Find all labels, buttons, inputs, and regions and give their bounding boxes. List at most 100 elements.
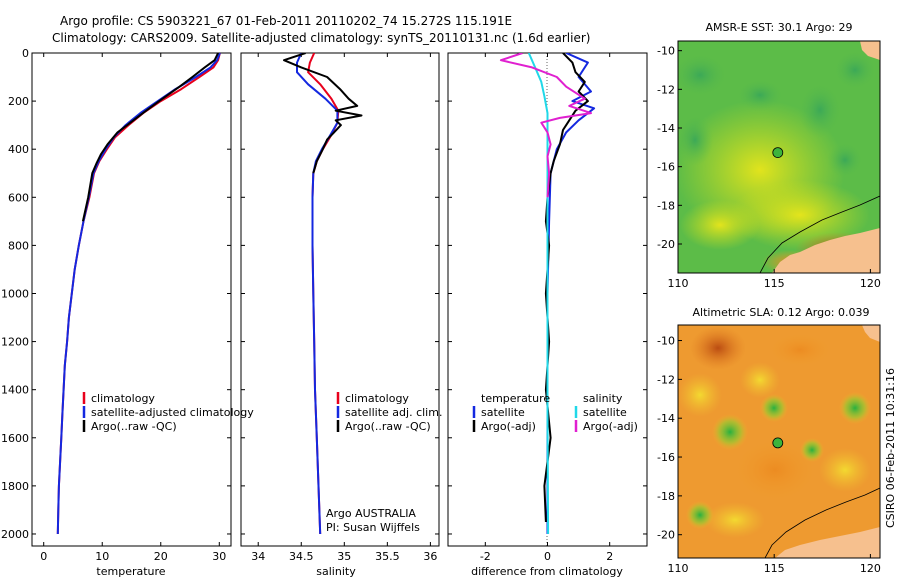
salinity-axes-box (240, 52, 440, 547)
figure-title-line1: Argo profile: CS 5903221_67 01-Feb-2011 … (60, 14, 512, 28)
map-y-tick-label: -14 (657, 122, 675, 135)
sla-map-land (775, 527, 880, 558)
legend-label-argo: Argo(..raw -QC) (345, 420, 431, 433)
series-line-satellite-adjusted-climatology (56, 53, 221, 535)
series-line-climatology (56, 53, 221, 535)
x-tick-label: 35.5 (375, 550, 400, 563)
sst-map-x-ticks: 110 115 120 (668, 269, 881, 290)
x-tick-label: 10 (95, 550, 109, 563)
temperature-y-ticks: 0 200 400 600 800 1000 1200 1400 1600 1800 2000 (1, 47, 231, 541)
map-y-tick-label: -14 (657, 412, 675, 425)
legend-label-temp-argo: Argo(-adj) (481, 420, 536, 433)
y-tick-label: 1800 (1, 480, 29, 493)
temperature-x-ticks: 0 10 20 30 (40, 53, 226, 563)
series-line-argo-raw-qc (283, 53, 363, 174)
legend-label-sal-satellite: satellite (583, 406, 627, 419)
map-y-tick-label: -20 (657, 238, 675, 251)
sst-map-panel: AMSR-E SST: 30.1 Argo: 29 -10-12-14-16-1… (657, 21, 881, 290)
legend-label-satellite: satellite adj. clim. (345, 406, 442, 419)
salinity-lines (283, 53, 363, 535)
sst-map-field (678, 41, 880, 273)
x-tick-label: -2 (480, 550, 491, 563)
temperature-legend: climatology satellite-adjusted climatolo… (82, 392, 254, 433)
sla-argo-marker (772, 437, 784, 449)
y-tick-label: 1000 (1, 287, 29, 300)
sst-map-y-ticks: -10 -12 -14 -16 -18 -20 (657, 45, 682, 251)
sst-map-shelf-contour (759, 195, 880, 273)
x-tick-label: 34 (251, 550, 265, 563)
x-tick-label: 0 (544, 550, 551, 563)
y-tick-label: 0 (22, 47, 29, 60)
difference-xlabel: difference from climatology (471, 565, 623, 578)
difference-x-ticks: -2 0 2 (480, 53, 613, 563)
x-tick-label: 20 (154, 550, 168, 563)
salinity-annotation-line2: PI: Susan Wijffels (326, 521, 420, 534)
sla-map-title: Altimetric SLA: 0.12 Argo: 0.039 (692, 306, 869, 319)
x-tick-label: 36 (423, 550, 437, 563)
map-x-tick-label: 120 (860, 562, 881, 575)
series-line-satellite-adj-clim (296, 53, 339, 535)
sst-map-title: AMSR-E SST: 30.1 Argo: 29 (705, 21, 852, 34)
map-x-tick-label: 115 (764, 277, 785, 290)
map-y-tick-label: -18 (657, 490, 675, 503)
legend-label-climatology: climatology (345, 392, 409, 405)
difference-y-ticks (448, 52, 647, 535)
sst-map-land-northeast (860, 41, 880, 60)
series-line-argo-raw-qc (81, 53, 219, 222)
sla-map-y-ticks: -10 -12 -14 -16 -18 -20 (657, 335, 682, 542)
map-y-tick-label: -12 (657, 373, 675, 386)
sst-map-box (677, 40, 881, 274)
map-y-tick-label: -12 (657, 83, 675, 96)
legend-group-temperature: temperature (481, 392, 550, 405)
y-tick-label: 800 (8, 239, 29, 252)
temperature-axes-box (31, 52, 232, 547)
y-tick-label: 1600 (1, 432, 29, 445)
x-tick-label: 34.5 (289, 550, 314, 563)
map-y-tick-label: -10 (657, 335, 675, 348)
map-y-tick-label: -16 (657, 451, 675, 464)
map-y-tick-label: -10 (657, 45, 675, 58)
sla-map-land-northeast (862, 325, 880, 342)
y-tick-label: 1200 (1, 336, 29, 349)
salinity-y-ticks (241, 52, 439, 535)
map-y-tick-label: -20 (657, 529, 675, 542)
sla-map-box (677, 324, 881, 559)
sst-map-land (772, 228, 880, 273)
temperature-xlabel: temperature (96, 565, 165, 578)
temperature-panel: 0 200 400 600 800 1000 1200 1400 1600 1800 2000 0 1… (1, 47, 254, 578)
sla-map-field (678, 325, 880, 558)
legend-label-temp-satellite: satellite (481, 406, 525, 419)
difference-panel: -2 0 2 difference from climatology tempera… (447, 52, 648, 578)
x-tick-label: 30 (212, 550, 226, 563)
salinity-x-ticks: 34 34.5 35 35.5 36 (251, 53, 437, 563)
sst-argo-marker (772, 147, 784, 159)
y-tick-label: 400 (8, 143, 29, 156)
y-tick-label: 200 (8, 95, 29, 108)
x-tick-label: 2 (606, 550, 613, 563)
map-x-tick-label: 120 (860, 277, 881, 290)
figure-title-line2: Climatology: CARS2009. Satellite-adjuste… (52, 31, 590, 45)
map-x-tick-label: 115 (764, 562, 785, 575)
legend-label-sal-argo: Argo(-adj) (583, 420, 638, 433)
legend-label-satellite: satellite-adjusted climatology (91, 406, 254, 419)
map-y-tick-label: -18 (657, 199, 675, 212)
y-tick-label: 2000 (1, 528, 29, 541)
sla-map-x-ticks: 110 115 120 (668, 554, 881, 575)
series-line-satellite (546, 53, 596, 534)
x-tick-label: 35 (337, 550, 351, 563)
difference-legend: temperature salinity satellite Argo(-adj… (472, 392, 638, 433)
temperature-lines (56, 53, 221, 535)
map-x-tick-label: 110 (668, 562, 689, 575)
legend-label-climatology: climatology (91, 392, 155, 405)
map-x-tick-label: 110 (668, 277, 689, 290)
x-tick-label: 0 (40, 550, 47, 563)
sla-map-shelf-contour (764, 487, 880, 558)
y-tick-label: 600 (8, 191, 29, 204)
salinity-legend: climatology satellite adj. clim. Argo(..… (336, 392, 442, 433)
salinity-xlabel: salinity (316, 565, 356, 578)
legend-label-argo: Argo(..raw -QC) (91, 420, 177, 433)
series-line-argo-adj (543, 53, 589, 523)
y-tick-label: 1400 (1, 384, 29, 397)
sla-map-panel: Altimetric SLA: 0.12 Argo: 0.039 -10-12-… (657, 306, 881, 575)
